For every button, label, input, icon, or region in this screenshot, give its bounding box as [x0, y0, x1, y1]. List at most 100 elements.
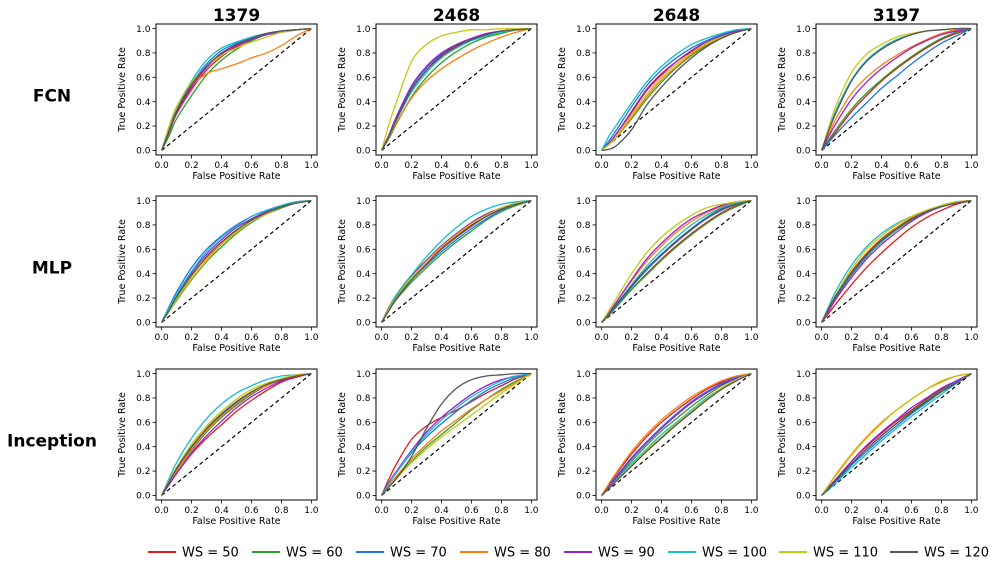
x-axis-label: False Positive Rate	[852, 171, 940, 182]
y-axis-label: True Positive Rate	[557, 392, 568, 478]
x-tick-label: 0.0	[594, 506, 609, 516]
x-tick-label: 0.2	[624, 506, 638, 516]
y-tick-label: 0.6	[796, 246, 811, 256]
axes-frame	[375, 368, 538, 501]
x-tick-label: 0.4	[874, 161, 889, 171]
axes-frame	[595, 23, 758, 156]
y-tick-label: 0.8	[356, 49, 371, 59]
panel-mlp-2468: 0.0 0.2 0.4 0.6 0.8 1.0 0.0 0.2 0.4 0.6 0.8 1.0 Fals…	[337, 195, 539, 354]
y-tick-label: 1.0	[796, 25, 811, 35]
x-tick-label: 0.2	[404, 333, 418, 343]
legend-item-ws-80: WS = 80	[460, 546, 551, 561]
x-tick-label: 0.8	[274, 506, 289, 516]
x-tick-label: 0.8	[934, 333, 949, 343]
legend-label: WS = 110	[813, 546, 878, 561]
x-tick-label: 0.6	[464, 161, 479, 171]
roc-curve-ws-120	[381, 199, 532, 323]
axes-frame	[595, 368, 758, 501]
chance-diagonal	[601, 373, 752, 496]
x-axis-label: False Positive Rate	[632, 516, 720, 527]
roc-curve-ws-120	[601, 199, 752, 323]
x-tick-label: 0.8	[274, 333, 289, 343]
legend-item-ws-90: WS = 90	[564, 546, 655, 561]
y-tick-label: 0.2	[796, 294, 810, 304]
y-tick-label: 0.2	[576, 467, 590, 477]
x-tick-label: 0.0	[814, 333, 829, 343]
y-tick-label: 0.0	[796, 319, 811, 329]
x-tick-label: 0.0	[154, 506, 169, 516]
x-axis-label: False Positive Rate	[852, 343, 940, 354]
x-tick-label: 0.8	[494, 506, 509, 516]
roc-curve-ws-110	[381, 27, 532, 151]
x-tick-label: 0.4	[874, 333, 889, 343]
y-axis-label: True Positive Rate	[777, 392, 788, 478]
x-axis-label: False Positive Rate	[632, 343, 720, 354]
y-axis-label: True Positive Rate	[777, 219, 788, 305]
legend-label: WS = 70	[390, 546, 447, 561]
roc-curve-ws-120	[161, 27, 312, 151]
axes-frame	[815, 23, 978, 156]
x-tick-label: 1.0	[524, 506, 539, 516]
x-tick-label: 0.8	[714, 333, 729, 343]
roc-curve-ws-50	[821, 199, 972, 323]
x-tick-label: 1.0	[304, 506, 319, 516]
y-tick-label: 0.2	[576, 294, 590, 304]
y-tick-label: 0.8	[576, 221, 591, 231]
x-tick-label: 1.0	[304, 161, 319, 171]
y-tick-label: 0.6	[576, 74, 591, 84]
panel-inception-1379: 0.0 0.2 0.4 0.6 0.8 1.0 0.0 0.2 0.4 0.6 0.8 1.0 Fals…	[117, 368, 319, 527]
y-tick-label: 0.4	[136, 98, 151, 108]
y-tick-label: 1.0	[136, 197, 151, 207]
y-axis-label: True Positive Rate	[337, 47, 348, 133]
column-title-3197: 3197	[873, 6, 920, 26]
roc-curve-ws-70	[601, 199, 752, 323]
x-tick-label: 1.0	[524, 333, 539, 343]
axes-frame	[155, 195, 318, 328]
row-title-inception: Inception	[7, 432, 97, 452]
x-tick-label: 1.0	[744, 161, 759, 171]
y-tick-label: 0.0	[796, 492, 811, 502]
x-tick-label: 0.4	[874, 506, 889, 516]
y-tick-label: 0.0	[136, 492, 151, 502]
legend-item-ws-70: WS = 70	[356, 546, 447, 561]
roc-curve-ws-80	[381, 27, 532, 151]
x-tick-label: 0.8	[274, 161, 289, 171]
chance-diagonal	[161, 373, 312, 496]
roc-curve-ws-90	[601, 27, 752, 151]
roc-curve-ws-120	[821, 373, 972, 496]
roc-curve-ws-80	[381, 373, 532, 496]
x-tick-label: 0.6	[684, 161, 699, 171]
roc-curve-ws-100	[161, 199, 312, 323]
x-axis-label: False Positive Rate	[852, 516, 940, 527]
legend-label: WS = 80	[494, 546, 551, 561]
panel-fcn-3197: 0.0 0.2 0.4 0.6 0.8 1.0 0.0 0.2 0.4 0.6 0.8 1.0 Fals…	[777, 23, 979, 182]
y-tick-label: 1.0	[136, 25, 151, 35]
y-tick-label: 0.2	[356, 122, 370, 132]
y-tick-label: 0.0	[576, 319, 591, 329]
legend-item-ws-50: WS = 50	[148, 546, 239, 561]
roc-curve-ws-70	[601, 27, 752, 151]
x-tick-label: 0.2	[184, 161, 198, 171]
y-tick-label: 0.8	[136, 221, 151, 231]
y-axis-label: True Positive Rate	[557, 47, 568, 133]
roc-curve-ws-120	[161, 372, 312, 496]
panel-fcn-2648: 0.0 0.2 0.4 0.6 0.8 1.0 0.0 0.2 0.4 0.6 0.8 1.0 Fals…	[557, 23, 759, 182]
y-tick-label: 1.0	[356, 197, 371, 207]
x-tick-label: 0.4	[434, 333, 449, 343]
y-tick-label: 1.0	[576, 197, 591, 207]
y-axis-label: True Positive Rate	[777, 47, 788, 133]
y-tick-label: 0.4	[136, 270, 151, 280]
roc-curve-ws-90	[601, 372, 752, 496]
panel-mlp-1379: 0.0 0.2 0.4 0.6 0.8 1.0 0.0 0.2 0.4 0.6 0.8 1.0 Fals…	[117, 195, 319, 354]
y-tick-label: 0.6	[796, 74, 811, 84]
column-title-1379: 1379	[213, 6, 260, 26]
roc-curve-ws-90	[161, 372, 312, 496]
x-tick-label: 0.2	[404, 506, 418, 516]
roc-curve-ws-120	[601, 27, 752, 152]
roc-curve-ws-120	[381, 27, 532, 151]
roc-curve-ws-110	[821, 372, 972, 496]
y-tick-label: 1.0	[796, 370, 811, 380]
y-tick-label: 0.0	[356, 147, 371, 157]
x-tick-label: 0.2	[844, 333, 858, 343]
